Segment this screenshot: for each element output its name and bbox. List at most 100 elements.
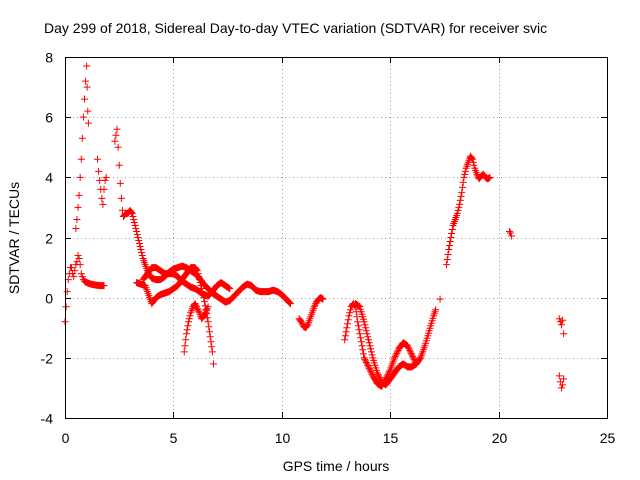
data-point: [208, 343, 216, 351]
data-point: [138, 252, 146, 260]
data-point: [473, 170, 481, 178]
data-point: [130, 215, 138, 223]
x-tick-labels: 0 5 10 15 20 25: [62, 430, 616, 446]
data-point: [201, 310, 209, 318]
data-point: [360, 354, 368, 362]
data-point: [354, 318, 362, 326]
data-point: [404, 343, 412, 351]
data-point: [138, 249, 146, 257]
data-point: [285, 298, 293, 306]
data-point: [455, 203, 463, 211]
data-point: [194, 270, 202, 278]
gridlines: [65, 57, 607, 418]
data-point: [362, 357, 370, 365]
data-point: [358, 342, 366, 350]
data-point: [363, 330, 371, 338]
data-point: [374, 370, 382, 378]
data-point: [507, 229, 515, 237]
data-point: [461, 167, 469, 175]
data-point: [206, 328, 214, 336]
data-point: [73, 215, 81, 223]
data-point: [181, 342, 189, 350]
data-point: [197, 282, 205, 290]
data-point: [468, 154, 476, 162]
data-point: [310, 303, 318, 311]
data-point: [210, 360, 218, 368]
data-point: [458, 183, 466, 191]
data-point: [457, 192, 465, 200]
x-tick-label: 10: [275, 430, 291, 446]
axis-ticks: [65, 57, 608, 419]
data-point: [100, 282, 108, 290]
data-point: [78, 273, 86, 281]
data-point: [469, 158, 477, 166]
data-point: [130, 218, 138, 226]
data-point: [186, 312, 194, 320]
data-point: [192, 301, 200, 309]
data-point: [508, 232, 516, 240]
data-point: [373, 369, 381, 377]
data-point: [344, 320, 352, 328]
data-point: [204, 318, 212, 326]
data-point: [84, 119, 92, 127]
chart-title: Day 299 of 2018, Sidereal Day-to-day VTE…: [44, 20, 547, 36]
y-tick-label: 6: [45, 110, 53, 126]
data-point: [560, 375, 568, 383]
data-point: [359, 350, 367, 358]
data-point: [193, 304, 201, 312]
data-point: [559, 381, 567, 389]
data-point: [559, 316, 567, 324]
data-point: [364, 361, 372, 369]
data-point: [194, 306, 202, 314]
data-point: [318, 295, 326, 303]
data-point: [208, 348, 216, 356]
x-tick-label: 25: [600, 430, 616, 446]
data-point: [75, 255, 83, 263]
data-point: [195, 273, 203, 281]
data-point: [557, 321, 565, 329]
y-axis-label: SDTVAR / TECUs: [6, 182, 22, 294]
data-point: [135, 240, 143, 248]
data-point: [70, 273, 78, 281]
data-point: [375, 373, 383, 381]
data-point: [361, 321, 369, 329]
data-point: [393, 349, 401, 357]
data-point: [182, 336, 190, 344]
data-point: [81, 95, 89, 103]
data-point: [385, 367, 393, 375]
data-point: [342, 328, 350, 336]
data-point: [74, 203, 82, 211]
data-point: [200, 298, 208, 306]
data-point: [84, 107, 92, 115]
data-point: [443, 256, 451, 264]
x-tick-label: 5: [170, 430, 178, 446]
data-point: [405, 345, 413, 353]
data-point: [68, 264, 76, 272]
data-point: [365, 364, 373, 372]
data-point: [444, 251, 452, 259]
data-point: [357, 334, 365, 342]
data-point: [356, 330, 364, 338]
data-point: [362, 358, 370, 366]
data-point: [470, 161, 478, 169]
data-point: [346, 309, 354, 317]
data-point: [83, 62, 91, 70]
data-point: [100, 185, 108, 193]
data-point: [204, 303, 212, 311]
data-point: [345, 312, 353, 320]
data-point: [113, 125, 121, 133]
data-point: [355, 326, 363, 334]
data-point: [72, 224, 80, 232]
data-point: [71, 267, 79, 275]
data-point: [128, 209, 136, 217]
data-point: [458, 188, 466, 196]
data-point: [341, 336, 349, 344]
data-point: [354, 322, 362, 330]
data-point: [195, 276, 203, 284]
data-point: [445, 242, 453, 250]
data-point: [95, 167, 103, 175]
data-point: [117, 194, 125, 202]
data-point: [486, 173, 494, 181]
data-point: [131, 221, 139, 229]
data-point: [298, 319, 306, 327]
